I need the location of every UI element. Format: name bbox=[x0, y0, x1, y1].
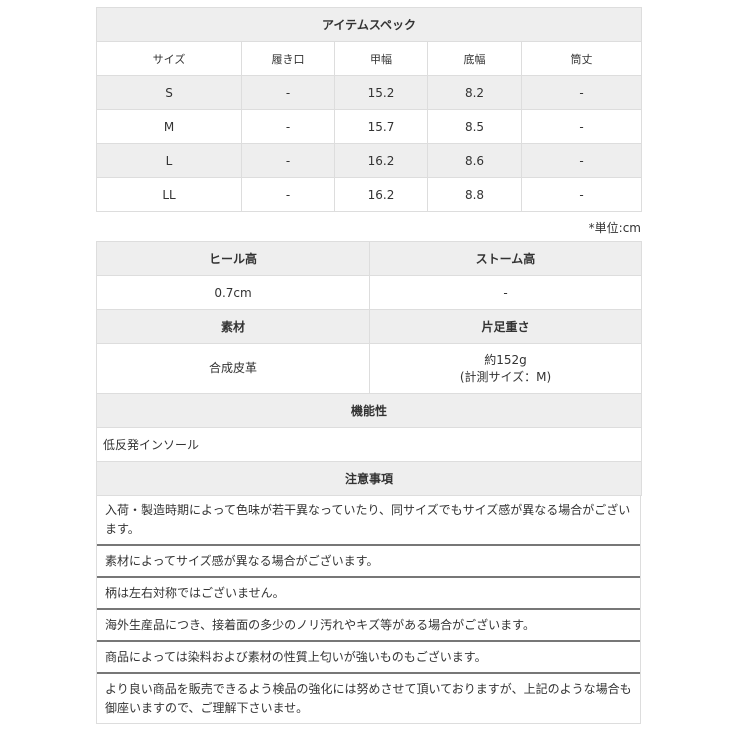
cell: 8.5 bbox=[427, 109, 522, 144]
weight-note: (計測サイズ：M) bbox=[459, 369, 552, 384]
storm-label: ストーム高 bbox=[369, 241, 642, 276]
heel-value: 0.7cm bbox=[96, 275, 370, 310]
spec-table: アイテムスペック サイズ 履き口 甲幅 底幅 筒丈 S -15.2 8.2- M-1… bbox=[95, 7, 643, 212]
unit-note: *単位:cm bbox=[588, 221, 641, 235]
header-size: サイズ bbox=[96, 41, 242, 76]
cell: - bbox=[520, 75, 643, 110]
notes-list: 入荷・製造時期によって色味が若干異なっていたり、同サイズでもサイズ感が異なる場合… bbox=[96, 495, 641, 724]
table-row: S -15.2 8.2- bbox=[96, 75, 643, 110]
cell: M bbox=[96, 109, 242, 144]
spec-title: アイテムスペック bbox=[95, 7, 643, 42]
cell: - bbox=[241, 75, 335, 110]
cell: - bbox=[520, 109, 643, 144]
list-item: 商品によっては染料および素材の性質上匂いが強いものもございます。 bbox=[97, 642, 640, 674]
header-opening: 履き口 bbox=[241, 41, 335, 76]
list-item: 素材によってサイズ感が異なる場合がございます。 bbox=[97, 546, 640, 578]
cell: - bbox=[520, 177, 643, 212]
list-item: 入荷・製造時期によって色味が若干異なっていたり、同サイズでもサイズ感が異なる場合… bbox=[97, 495, 640, 546]
header-sole-width: 底幅 bbox=[427, 41, 522, 76]
cell: - bbox=[520, 143, 643, 178]
cell: S bbox=[96, 75, 242, 110]
cell: LL bbox=[96, 177, 242, 212]
cell: 16.2 bbox=[334, 177, 428, 212]
table-row: M -15.7 8.5- bbox=[96, 109, 643, 144]
weight-cell: 約152g (計測サイズ：M) bbox=[369, 343, 642, 394]
cell: 15.2 bbox=[334, 75, 428, 110]
cell: 8.6 bbox=[427, 143, 522, 178]
header-shaft: 筒丈 bbox=[520, 41, 643, 76]
cell: 8.8 bbox=[427, 177, 522, 212]
list-item: 海外生産品につき、接着面の多少のノリ汚れやキズ等がある場合がございます。 bbox=[97, 610, 640, 642]
cell: - bbox=[241, 143, 335, 178]
cell: L bbox=[96, 143, 242, 178]
cell: - bbox=[241, 109, 335, 144]
table-row: L -16.2 8.6- bbox=[96, 143, 643, 178]
heel-label: ヒール高 bbox=[96, 241, 370, 276]
material-value: 合成皮革 bbox=[96, 343, 370, 394]
storm-value: - bbox=[369, 275, 642, 310]
function-value: 低反発インソール bbox=[96, 427, 642, 462]
cell: 8.2 bbox=[427, 75, 522, 110]
material-label: 素材 bbox=[96, 309, 370, 344]
cell: 16.2 bbox=[334, 143, 428, 178]
weight-label: 片足重さ bbox=[369, 309, 642, 344]
header-instep: 甲幅 bbox=[334, 41, 428, 76]
weight-value: 約152g bbox=[484, 352, 527, 367]
table-row: LL -16.2 8.8- bbox=[96, 177, 643, 212]
function-label: 機能性 bbox=[96, 393, 642, 428]
cell: - bbox=[241, 177, 335, 212]
cell: 15.7 bbox=[334, 109, 428, 144]
notes-label: 注意事項 bbox=[96, 461, 642, 496]
list-item: より良い商品を販売できるよう検品の強化には努めさせて頂いておりますが、上記のよう… bbox=[105, 682, 632, 715]
detail-table: ヒール高 ストーム高 0.7cm - 素材 片足重さ 合成皮革 約152g (計… bbox=[96, 241, 642, 496]
list-item: 柄は左右対称ではございません。 bbox=[97, 578, 640, 610]
